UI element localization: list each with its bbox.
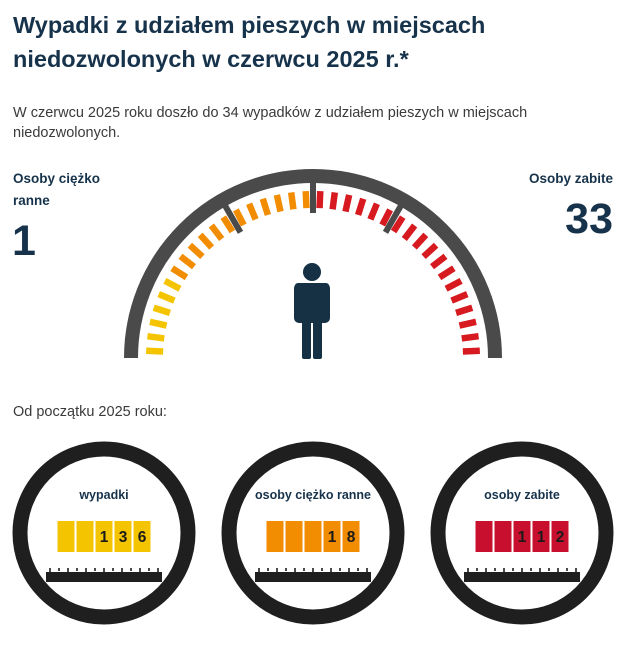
counter-digit-box	[551, 521, 569, 552]
gauge-tick	[390, 215, 406, 234]
gauge-tick	[316, 191, 324, 209]
gauge-tick	[355, 197, 367, 216]
gauge-dividers	[217, 172, 409, 234]
gauge-divider	[382, 195, 409, 234]
counter-digit-box	[513, 521, 531, 552]
gauge-tick	[450, 291, 469, 304]
counter-label: wypadki	[78, 488, 128, 502]
gauge-tick	[170, 265, 189, 281]
pedestrian-icon	[294, 263, 330, 359]
counter-digit-box	[532, 521, 550, 552]
gauge-tick	[430, 253, 448, 270]
gauge-tick	[458, 318, 477, 329]
counter-digit-box	[494, 521, 512, 552]
gauge-tick	[197, 232, 215, 250]
gauge-tick	[157, 291, 176, 304]
counter-digit: 1	[328, 529, 337, 546]
counter-digit: 1	[537, 529, 546, 546]
counter-digit: 6	[138, 529, 147, 546]
gauge-tick	[401, 223, 418, 241]
page-title: Wypadki z udziałem pieszych w miejscach …	[13, 12, 486, 72]
gauge-tick	[146, 347, 164, 355]
killed-stat-label: Osoby zabite	[528, 171, 613, 186]
gauge-tick	[259, 197, 271, 216]
counter-digit: 3	[119, 529, 128, 546]
gauge-tick	[163, 278, 182, 292]
counter-digit-box	[342, 521, 360, 552]
gauge-tick	[444, 278, 463, 292]
gauge-tick	[287, 192, 297, 210]
gauge-tick	[437, 265, 456, 281]
gauge-tick	[246, 202, 259, 221]
gauge-tick	[461, 332, 479, 342]
counter-digit-box	[57, 521, 75, 552]
counter-digit-box	[304, 521, 322, 552]
counter-digit: 1	[518, 529, 527, 546]
gauge-tick	[367, 202, 380, 221]
gauge-tick	[379, 208, 393, 227]
killed-stat-value: 33	[565, 195, 613, 243]
counter-digit-box	[285, 521, 303, 552]
gauge-ticks	[146, 191, 480, 355]
gauge-tick	[411, 232, 429, 250]
injured-stat-value: 1	[12, 217, 36, 265]
counter-injured: osoby ciężko ranne 1 8	[221, 441, 405, 625]
counter-digit-box	[95, 521, 113, 552]
counter-digit: 8	[347, 529, 356, 546]
counter-ruler	[464, 568, 580, 582]
injured-stat-label: Osoby ciężko ranne	[13, 171, 101, 208]
counter-ruler	[46, 568, 162, 582]
counter-digit-box	[266, 521, 284, 552]
gauge-tick	[178, 253, 196, 270]
gauge-tick	[208, 223, 225, 241]
gauge-tick	[273, 194, 284, 213]
counter-digit: 1	[100, 529, 109, 546]
gauge-tick	[342, 194, 353, 213]
gauge-tick	[329, 192, 339, 210]
counter-digit-box	[475, 521, 493, 552]
gauge-tick	[187, 242, 205, 260]
gauge-divider	[217, 195, 244, 234]
intro-text: W czerwcu 2025 roku doszło do 34 wypadkó…	[13, 105, 528, 141]
gauge-tick	[421, 242, 439, 260]
counter-digit-box	[76, 521, 94, 552]
counter-digit: 2	[556, 529, 565, 546]
gauge-tick	[233, 208, 247, 227]
counter-digit-box	[133, 521, 151, 552]
gauge-tick	[455, 304, 474, 316]
counter-digit-box	[114, 521, 132, 552]
counter-accidents: wypadki 1 3 6	[12, 441, 196, 625]
gauge-tick	[147, 332, 165, 342]
counter-label: osoby zabite	[484, 488, 560, 502]
gauge-tick	[302, 191, 310, 209]
gauge-tick	[462, 347, 480, 355]
since-start-label: Od początku 2025 roku:	[13, 404, 167, 420]
gauge-tick	[220, 215, 236, 234]
gauge-tick	[149, 318, 168, 329]
counter-digit-box	[323, 521, 341, 552]
gauge	[124, 169, 502, 359]
gauge-tick	[152, 304, 171, 316]
counter-label: osoby ciężko ranne	[255, 488, 371, 502]
counter-ruler	[255, 568, 371, 582]
